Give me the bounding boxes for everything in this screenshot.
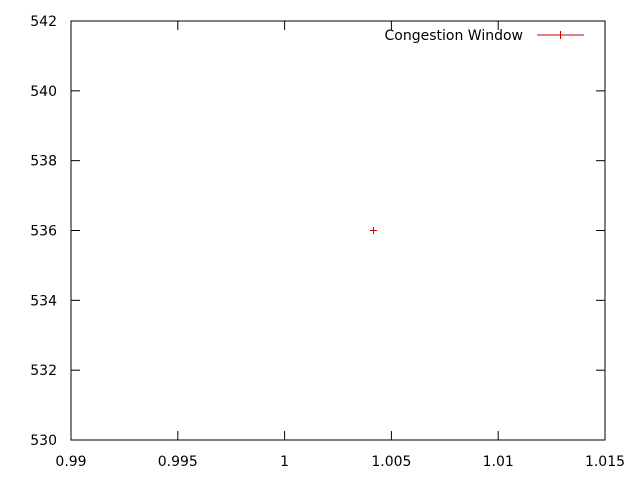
legend-label: Congestion Window bbox=[385, 28, 523, 44]
y-tick-label: 536 bbox=[30, 224, 57, 240]
y-tick-label: 530 bbox=[30, 433, 57, 449]
y-tick-label: 532 bbox=[30, 363, 57, 379]
x-tick-label: 1 bbox=[280, 454, 289, 470]
y-tick-label: 538 bbox=[30, 154, 57, 170]
plot-frame bbox=[70, 20, 606, 441]
x-tick-label: 1.01 bbox=[483, 454, 514, 470]
x-tick-label: 1.005 bbox=[371, 454, 411, 470]
data-point bbox=[369, 227, 377, 234]
y-tick-label: 542 bbox=[30, 14, 57, 30]
y-tick-label: 534 bbox=[30, 293, 57, 309]
legend: Congestion Window bbox=[385, 28, 584, 44]
y-tick-label: 540 bbox=[30, 84, 57, 100]
x-tick-label: 1.015 bbox=[585, 454, 625, 470]
tick-labels-layer: 0.99 0.995 1 1.005 1.01 1.015 530 532 534 536 538 5… bbox=[30, 14, 625, 470]
data-points-layer bbox=[369, 227, 377, 234]
x-tick-label: 0.995 bbox=[158, 454, 198, 470]
x-tick-label: 0.99 bbox=[55, 454, 86, 470]
